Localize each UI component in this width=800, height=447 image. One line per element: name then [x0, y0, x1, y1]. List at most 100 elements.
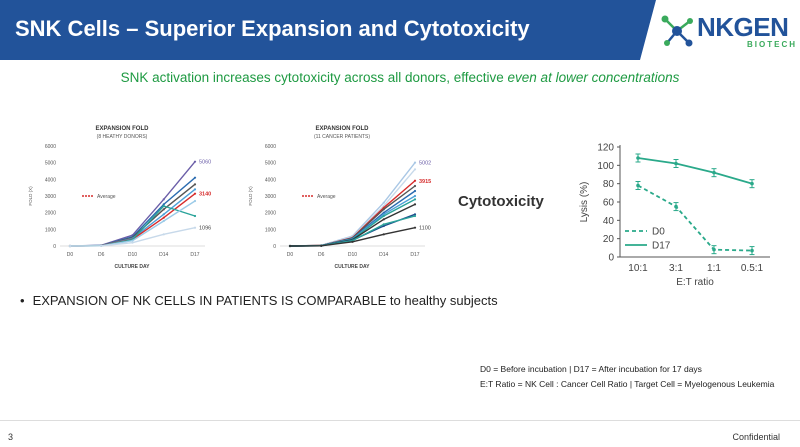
chart-subtitle: (8 HEATHY DONORS) [97, 134, 148, 140]
value-annotation: 3140 [199, 192, 211, 198]
y-tick-label: 6000 [265, 144, 276, 150]
data-point [131, 241, 134, 244]
data-point [193, 160, 197, 163]
x-axis-label: CULTURE DAY [334, 264, 370, 270]
y-tick-label: 100 [597, 161, 614, 172]
y-tick-label: 20 [603, 234, 615, 245]
data-point [68, 244, 72, 248]
title-bar: SNK Cells – Superior Expansion and Cytot… [0, 0, 640, 60]
value-annotation: 5002 [419, 161, 431, 167]
y-tick-label: 3000 [45, 194, 56, 200]
data-point [193, 183, 197, 186]
data-point [382, 224, 385, 228]
y-tick-label: 0 [608, 253, 614, 264]
x-tick-label: D17 [410, 252, 419, 258]
bullet-text: EXPANSION OF NK CELLS IN PATIENTS IS COM… [32, 293, 498, 308]
x-tick-label: D6 [318, 252, 325, 258]
legend-label: Average [97, 194, 116, 200]
chart-title: EXPANSION FOLD [316, 126, 370, 132]
page-number: 3 [8, 432, 14, 442]
y-tick-label: 4000 [45, 177, 56, 183]
data-point [100, 244, 103, 247]
data-point [162, 204, 165, 208]
data-point [193, 214, 197, 218]
series-line [637, 184, 753, 252]
data-point [750, 181, 754, 186]
expansion-chart-cancer: EXPANSION FOLD (11 CANCER PATIENTS) 0 1000 2… [248, 126, 431, 270]
data-point [636, 156, 640, 160]
y-tick-label: 0 [53, 244, 56, 250]
y-tick-label: 3000 [265, 194, 276, 200]
y-axis-label: FOLD (X) [248, 186, 253, 206]
data-point [674, 161, 678, 166]
y-tick-label: 120 [597, 143, 614, 154]
y-tick-label: 6000 [45, 144, 56, 150]
data-point [131, 239, 134, 242]
data-point [162, 233, 165, 236]
data-point [351, 240, 354, 243]
data-point [413, 189, 417, 193]
data-point [674, 204, 678, 209]
data-point [712, 247, 716, 252]
data-point [413, 214, 417, 218]
y-tick-label: 60 [603, 198, 615, 209]
legend-label: D0 [652, 227, 665, 238]
x-tick-label: D17 [190, 252, 199, 258]
x-tick-label: D10 [128, 252, 137, 258]
header: SNK Cells – Superior Expansion and Cytot… [0, 0, 800, 60]
chart-subtitle: (11 CANCER PATIENTS) [314, 134, 370, 140]
data-point [193, 199, 197, 203]
footer-divider [0, 420, 800, 421]
data-point [382, 214, 385, 218]
data-point [193, 192, 197, 195]
chart-title: EXPANSION FOLD [96, 126, 150, 132]
footnotes: D0 = Before incubation | D17 = After inc… [480, 362, 774, 392]
data-point [382, 213, 385, 216]
x-tick-label: D0 [287, 252, 294, 258]
data-point [382, 208, 385, 211]
y-tick-label: 80 [603, 179, 615, 190]
y-tick-label: 1000 [45, 227, 56, 233]
y-tick-label: 1000 [265, 227, 276, 233]
y-tick-label: 40 [603, 216, 615, 227]
page-title: SNK Cells – Superior Expansion and Cytot… [15, 16, 530, 41]
y-axis-label: FOLD (X) [28, 186, 33, 206]
confidential-label: Confidential [732, 432, 780, 442]
data-point [162, 219, 165, 223]
expansion-chart-healthy: EXPANSION FOLD (8 HEATHY DONORS) 0 1000 2000… [28, 126, 211, 270]
series-line [637, 157, 753, 185]
molecule-icon [661, 15, 693, 47]
x-axis-label: E:T ratio [676, 277, 714, 288]
x-tick-label: 3:1 [669, 263, 683, 274]
data-point [413, 226, 417, 229]
y-tick-label: 2000 [265, 211, 276, 217]
x-tick-label: D14 [159, 252, 168, 258]
x-tick-label: 1:1 [707, 263, 721, 274]
x-tick-label: D6 [98, 252, 105, 258]
value-annotation: 1096 [199, 226, 211, 232]
y-axis-label: Lysis (%) [579, 182, 590, 223]
data-point [750, 248, 754, 253]
bullet-point: • EXPANSION OF NK CELLS IN PATIENTS IS CO… [20, 293, 498, 308]
data-point [193, 176, 197, 179]
footnote-line-1: D0 = Before incubation | D17 = After inc… [480, 364, 702, 374]
data-point [413, 194, 417, 198]
y-tick-label: 0 [273, 244, 276, 250]
y-tick-label: 2000 [45, 211, 56, 217]
data-point [413, 179, 417, 182]
data-point [413, 168, 417, 171]
data-point [382, 223, 385, 226]
data-point [320, 244, 323, 247]
subtitle-emphasis: even at lower concentrations [507, 70, 680, 85]
x-axis-label: CULTURE DAY [114, 264, 150, 270]
data-point [162, 208, 165, 211]
data-point [636, 183, 640, 188]
x-tick-label: 10:1 [628, 263, 648, 274]
logo-text: NKGEN [697, 12, 789, 42]
x-tick-label: D0 [67, 252, 74, 258]
subtitle-main: SNK activation increases cytotoxicity ac… [120, 70, 508, 85]
subtitle: SNK activation increases cytotoxicity ac… [0, 70, 800, 85]
data-point [382, 233, 385, 236]
data-point [413, 184, 417, 188]
data-point [382, 218, 385, 221]
